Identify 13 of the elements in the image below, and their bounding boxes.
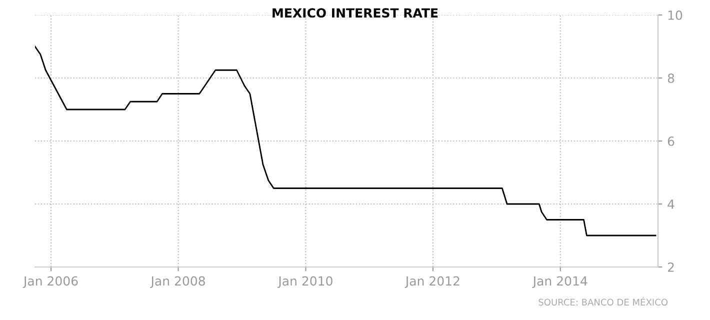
- y-tick-label: 2: [668, 262, 674, 272]
- x-tick-label: Jan 2010: [278, 276, 332, 288]
- y-tick-label: 8: [668, 73, 674, 83]
- x-tick-label: Jan 2008: [150, 276, 205, 288]
- line-series: [35, 46, 656, 236]
- x-tick-label: Jan 2014: [532, 276, 588, 288]
- y-tick-label: 6: [668, 136, 674, 146]
- source-note: SOURCE: BANCO DE MÉXICO: [538, 297, 668, 306]
- y-tick-label: 10: [668, 10, 682, 20]
- x-tick-label: Jan 2006: [22, 276, 78, 288]
- x-tick-label: Jan 2012: [404, 276, 460, 288]
- chart-title: MEXICO INTEREST RATE: [272, 8, 438, 18]
- y-tick-label: 4: [668, 200, 674, 209]
